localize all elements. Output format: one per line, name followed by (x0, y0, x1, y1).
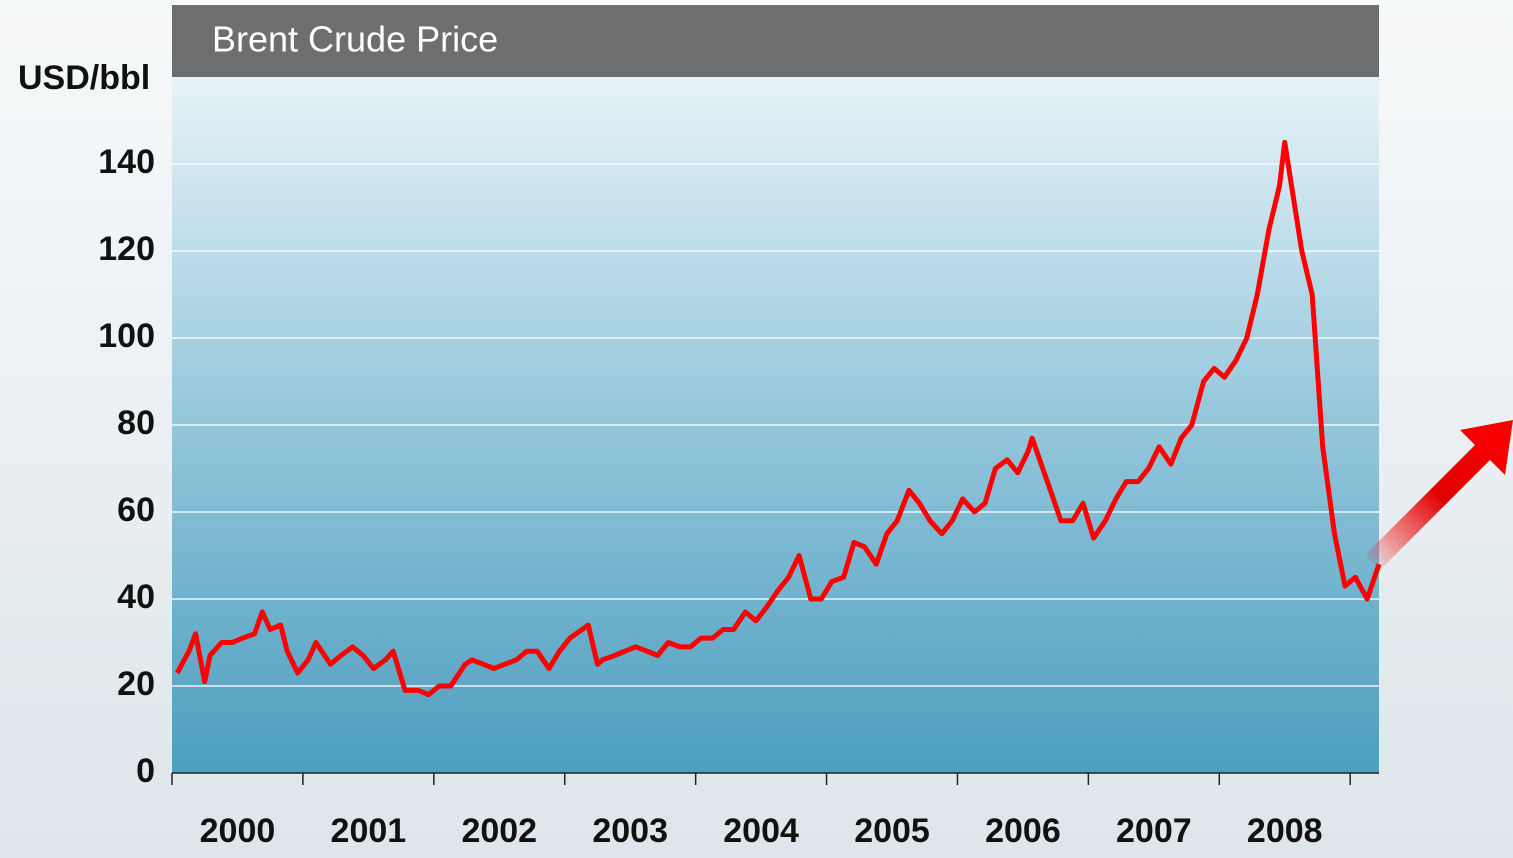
page: Brent Crude Price USD/bbl 0 20 40 60 80 100 12… (0, 0, 1513, 858)
y-axis-label: USD/bbl (18, 59, 150, 97)
y-tick-label: 20 (117, 665, 155, 703)
x-tick-label: 2007 (1116, 812, 1192, 850)
x-tick-label: 2002 (461, 812, 537, 850)
chart-title: Brent Crude Price (212, 19, 498, 60)
y-tick-label: 140 (98, 143, 155, 181)
y-tick-label: 40 (117, 578, 155, 616)
y-tick-label: 100 (98, 317, 155, 355)
y-tick-label: 0 (136, 752, 155, 790)
x-tick-label: 2005 (854, 812, 930, 850)
x-tick-label: 2008 (1247, 812, 1323, 850)
y-tick-label: 120 (98, 230, 155, 268)
y-tick-label: 60 (117, 491, 155, 529)
y-tick-label: 80 (117, 404, 155, 442)
x-tick-label: 2000 (200, 812, 276, 850)
x-tick-label: 2003 (592, 812, 668, 850)
chart: Brent Crude Price USD/bbl 0 20 40 60 80 100 12… (0, 0, 1513, 858)
x-tick-label: 2001 (331, 812, 407, 850)
x-tick-label: 2006 (985, 812, 1061, 850)
x-tick-label: 2004 (723, 812, 799, 850)
